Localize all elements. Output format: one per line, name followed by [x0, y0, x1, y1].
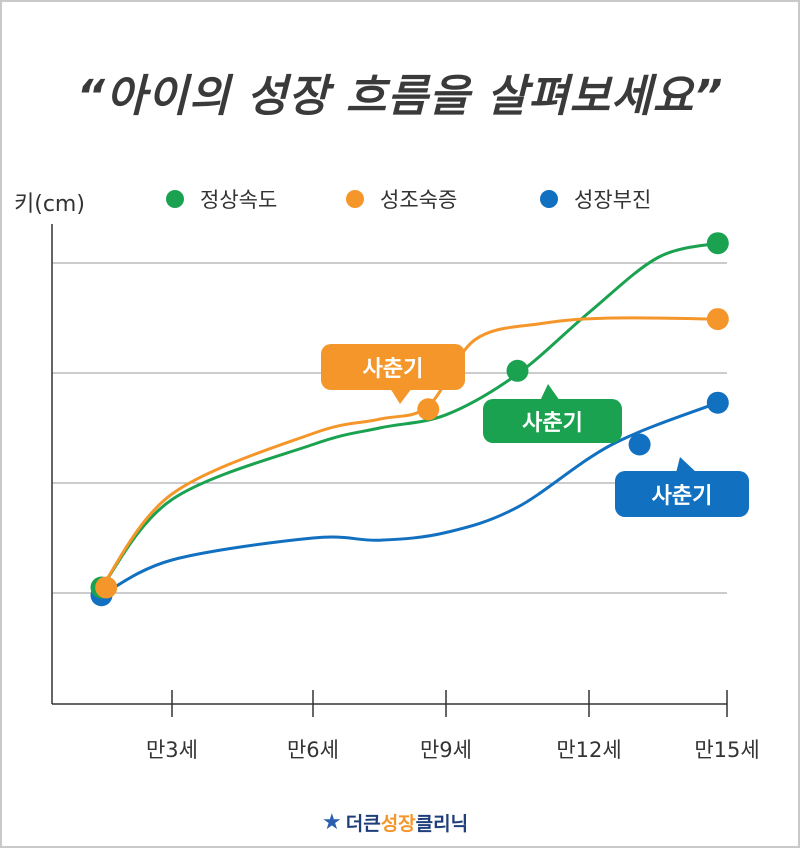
callout-normal-puberty: 사춘기 — [483, 399, 622, 443]
brand-logo: ★ 더큰 성장 클리닉 — [322, 808, 468, 836]
x-tick-label: 만15세 — [694, 738, 760, 762]
x-tick-label: 만12세 — [556, 738, 622, 762]
data-point-precocious-1 — [95, 576, 118, 599]
callout-tail-stunted — [676, 457, 697, 473]
data-point-precocious-3 — [706, 308, 729, 331]
callout-tails — [390, 384, 697, 473]
legend-label-normal: 정상속도 — [200, 188, 278, 212]
x-tick-label: 만3세 — [145, 738, 198, 762]
legend-item-precocious: 성조숙증 — [346, 186, 457, 212]
legend-label-stunted: 성장부진 — [574, 188, 652, 212]
legend-marker-normal — [166, 190, 184, 208]
legend-label-precocious: 성조숙증 — [380, 188, 458, 212]
logo-text-1: 더큰 — [345, 812, 381, 835]
data-point-normal-3 — [706, 232, 729, 255]
series-markers — [90, 232, 729, 607]
legend-item-normal: 정상속도 — [166, 186, 277, 212]
logo-text-3: 클리닉 — [415, 812, 469, 835]
gridlines — [52, 262, 727, 594]
data-point-precocious-2 — [417, 398, 440, 421]
chart-title: “아이의 성장 흐름을 살펴보세요” — [76, 71, 724, 122]
series-line-stunted — [100, 401, 720, 597]
data-point-stunted-3 — [706, 391, 729, 414]
callout-precocious-puberty: 사춘기 — [321, 344, 465, 390]
data-point-normal-2 — [506, 359, 529, 382]
person-star-icon: ★ — [322, 809, 342, 835]
y-axis-label: 키(cm) — [14, 192, 85, 217]
data-point-stunted-2 — [628, 433, 651, 456]
callout-tail-normal — [540, 384, 560, 401]
legend-item-stunted: 성장부진 — [540, 186, 651, 212]
logo-text-2: 성장 — [380, 812, 416, 835]
legend-marker-precocious — [346, 190, 364, 208]
legend-marker-stunted — [540, 190, 558, 208]
x-tick-label: 만9세 — [419, 738, 472, 762]
x-tick-label: 만6세 — [286, 738, 339, 762]
axes — [51, 224, 728, 717]
series-lines — [100, 241, 720, 597]
callout-stunted-puberty: 사춘기 — [615, 471, 749, 517]
series-line-normal — [100, 241, 720, 589]
callout-tail-precocious — [390, 388, 412, 404]
